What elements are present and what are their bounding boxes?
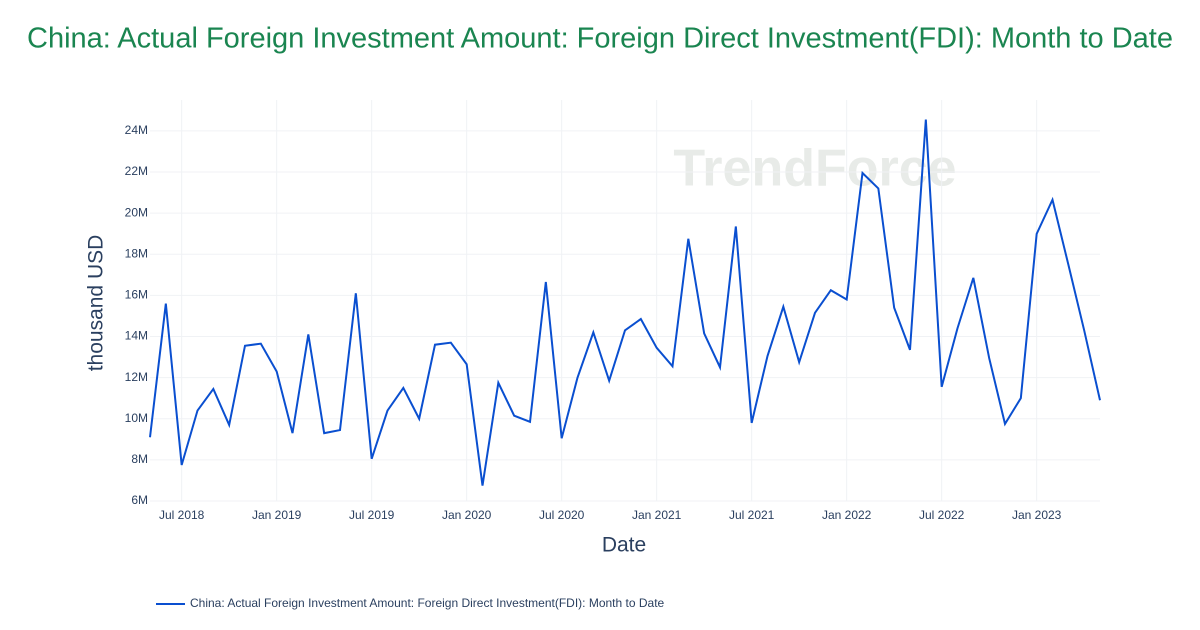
y-tick-label: 24M [125,123,148,137]
y-tick-label: 12M [125,370,148,384]
y-tick-label: 20M [125,205,148,219]
chart-title: China: Actual Foreign Investment Amount:… [27,23,1173,55]
y-tick-label: 10M [125,411,148,425]
x-tick-label: Jul 2021 [729,508,775,522]
y-tick-label: 18M [125,246,148,260]
x-tick-label: Jul 2022 [919,508,965,522]
y-tick-label: 22M [125,164,148,178]
x-tick-label: Jul 2019 [349,508,395,522]
legend-label: China: Actual Foreign Investment Amount:… [190,596,665,610]
y-axis-title: thousand USD [85,235,108,372]
x-tick-label: Jul 2020 [539,508,585,522]
x-tick-label: Jan 2019 [252,508,302,522]
x-tick-label: Jan 2023 [1012,508,1062,522]
y-tick-label: 14M [125,329,148,343]
x-tick-label: Jul 2018 [159,508,205,522]
y-tick-label: 6M [131,493,148,507]
x-tick-label: Jan 2020 [442,508,492,522]
x-tick-label: Jan 2022 [822,508,872,522]
data-line [149,119,1101,486]
y-tick-label: 16M [125,288,148,302]
x-tick-label: Jan 2021 [632,508,682,522]
y-tick-label: 8M [131,452,148,466]
x-axis-title: Date [602,534,646,557]
watermark: TrendForce [673,140,956,198]
